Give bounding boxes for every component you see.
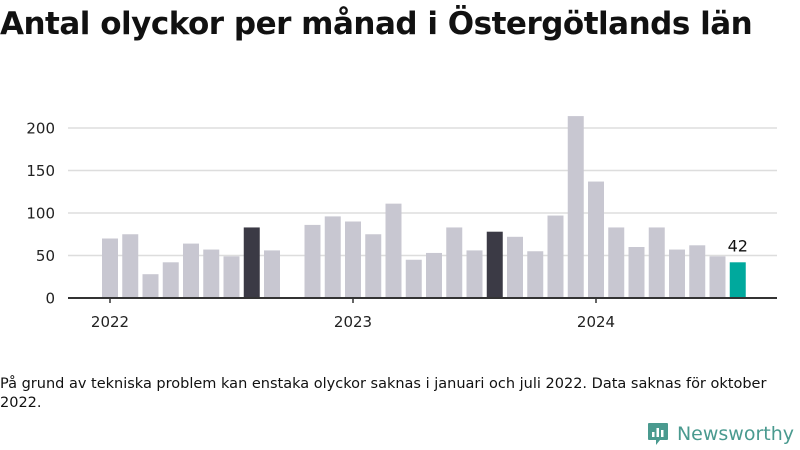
brand-logo[interactable]: Newsworthy <box>647 420 794 448</box>
bar-2022-02 <box>122 234 139 298</box>
data-label: 42 <box>728 236 748 255</box>
bar-2023-11 <box>547 215 564 298</box>
x-axis-ticks: 2022 2023 2024 <box>91 298 615 331</box>
footnote: På grund av tekniska problem kan enstaka… <box>0 376 767 411</box>
bar-2022-05 <box>183 243 199 298</box>
y-tick-label: 0 <box>45 290 55 308</box>
bar-2023-09 <box>507 236 523 298</box>
data-labels: 42 <box>728 236 748 255</box>
bar-2022-08 <box>243 227 260 298</box>
bar-2024-03 <box>628 247 645 298</box>
bar-2022-07 <box>223 256 240 298</box>
y-axis-ticks: 0 50 100 150 200 <box>26 120 55 308</box>
x-tick-label: 2024 <box>577 313 615 331</box>
bar-2023-06 <box>446 227 463 298</box>
bar-2022-03 <box>142 274 159 298</box>
bar-2024-08 <box>729 262 746 298</box>
bar-2023-02 <box>365 234 382 298</box>
bar-chart: 0 50 100 150 200 2022 2023 2024 42 <box>26 116 777 331</box>
bar-2023-04 <box>405 259 422 298</box>
bar-2023-10 <box>527 251 544 298</box>
y-tick-label: 50 <box>36 247 55 265</box>
bar-2024-05 <box>669 249 685 298</box>
bars <box>102 116 746 298</box>
gridlines <box>68 127 777 257</box>
bar-2022-11 <box>304 224 321 298</box>
bar-2023-08 <box>486 231 503 298</box>
y-tick-label: 200 <box>26 120 55 138</box>
bar-2024-04 <box>648 227 665 298</box>
chart-title: Antal olyckor per månad i Östergötlands … <box>0 6 753 42</box>
bar-2022-09 <box>264 250 280 298</box>
x-tick-label: 2023 <box>334 313 372 331</box>
bar-2023-07 <box>466 250 483 298</box>
bar-2023-03 <box>385 203 402 298</box>
bar-2024-02 <box>608 227 625 298</box>
bar-2023-05 <box>426 252 442 298</box>
bar-2024-06 <box>689 245 706 298</box>
bar-2022-04 <box>162 262 179 298</box>
bar-2022-01 <box>102 238 118 298</box>
bar-2024-07 <box>709 256 726 298</box>
bar-2024-01 <box>588 181 604 298</box>
bar-2022-12 <box>324 216 341 298</box>
bar-2022-06 <box>203 249 220 298</box>
bar-2023-01 <box>345 221 361 298</box>
y-tick-label: 150 <box>26 162 55 180</box>
bar-2023-12 <box>567 116 584 298</box>
y-tick-label: 100 <box>26 205 55 223</box>
newsworthy-logo-icon <box>647 423 668 445</box>
x-tick-label: 2022 <box>91 313 129 331</box>
brand-name: Newsworthy <box>676 423 794 445</box>
